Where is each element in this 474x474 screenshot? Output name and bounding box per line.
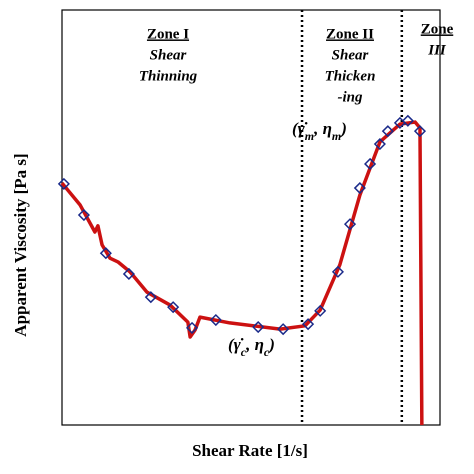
annotation-part: ) [339,119,347,138]
data-marker [302,318,315,331]
y-axis-label: Apparent Viscosity [Pa s] [11,153,30,336]
data-marker [364,157,377,171]
annotation-part: m [332,129,341,143]
data-marker [122,267,135,281]
annotation: (γ̇c, ηc) [228,335,275,359]
data-marker [99,247,112,260]
zone-label: Shear [332,47,369,63]
annotation-part: c [264,345,270,359]
annotation-part: ) [267,335,275,354]
data-marker [144,291,157,304]
zone-label: Thinning [139,68,198,84]
annotation: (γ̇m, ηm) [292,119,347,143]
data-marker [77,208,90,222]
data-marker [331,265,345,278]
zone-label: III [427,42,447,58]
zone-label: Zone II [326,26,374,42]
zone-label: Thicken [325,68,376,84]
data-marker [57,177,70,190]
data-marker [373,137,386,151]
annotation-part: , η [313,119,332,138]
data-marker [381,125,394,138]
data-marker [343,218,357,231]
data-marker [209,313,222,327]
annotation-part: (γ̇ [228,335,244,354]
zone-label: Zone I [147,26,189,42]
data-marker [185,321,199,334]
data-marker [252,320,265,334]
x-axis-label: Shear Rate [1/s] [192,441,308,460]
plot-frame [61,9,441,426]
data-marker [413,125,427,138]
data-marker [277,323,290,336]
data-marker [353,181,366,195]
zone-label: Zone [421,21,454,37]
annotation-part: , η [245,335,264,354]
data-marker [167,301,180,314]
zone-label: Shear [150,47,187,63]
zone-label: -ing [337,89,363,105]
data-marker [401,114,414,127]
data-marker [314,304,327,317]
annotation-part: m [305,129,314,143]
annotation-part: c [241,345,247,359]
annotation-part: (γ̇ [292,119,308,138]
